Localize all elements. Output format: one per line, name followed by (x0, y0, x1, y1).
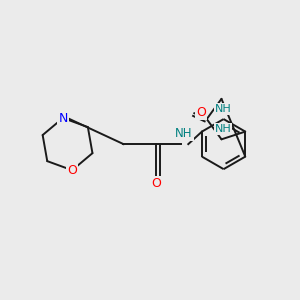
Text: O: O (67, 164, 77, 177)
Text: NH: NH (175, 127, 193, 140)
Text: N: N (58, 112, 68, 124)
Text: O: O (196, 106, 206, 119)
Text: NH: NH (214, 124, 231, 134)
Text: NH: NH (214, 104, 231, 114)
Text: O: O (151, 177, 161, 190)
